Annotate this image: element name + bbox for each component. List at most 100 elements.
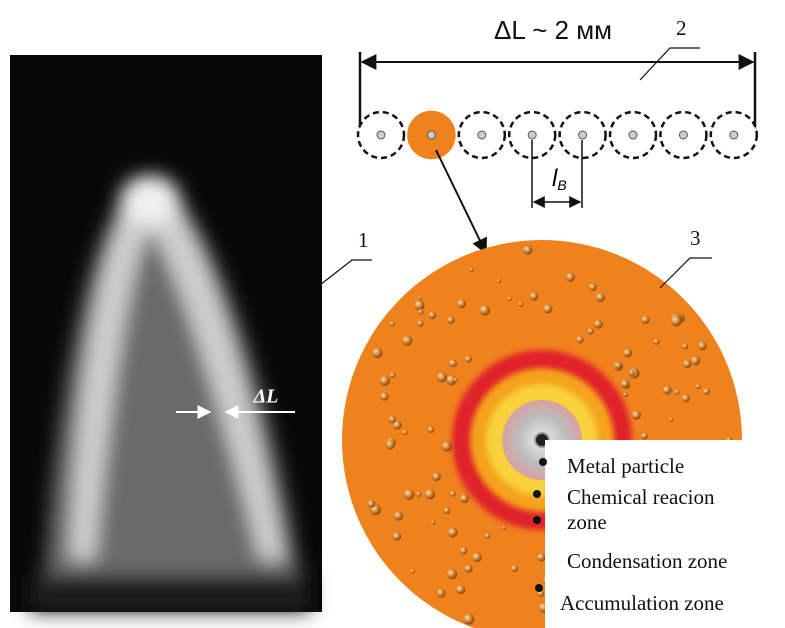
droplet xyxy=(453,377,459,382)
droplet xyxy=(436,372,448,383)
particle xyxy=(628,130,638,140)
droplet xyxy=(417,320,424,327)
droplet xyxy=(629,370,635,376)
droplet xyxy=(557,550,566,559)
droplet xyxy=(552,596,560,604)
droplet xyxy=(484,532,491,539)
callout: 3 xyxy=(690,226,701,250)
droplet xyxy=(392,532,402,541)
droplet xyxy=(385,440,395,450)
particle xyxy=(426,130,436,140)
particle xyxy=(527,130,537,140)
droplet xyxy=(459,494,469,503)
droplet xyxy=(456,299,467,309)
droplet xyxy=(641,315,650,325)
droplet xyxy=(443,507,451,515)
droplet xyxy=(446,374,457,386)
droplet xyxy=(392,420,402,430)
pointer-dot xyxy=(533,516,541,524)
droplet xyxy=(537,553,546,562)
pointer-dot xyxy=(535,584,543,592)
droplet xyxy=(552,619,559,626)
droplet xyxy=(430,520,436,525)
photo-width-label: ΔL xyxy=(253,386,279,408)
droplet xyxy=(695,438,702,445)
zone-label: Chemical reacion xyxy=(567,485,715,509)
droplet xyxy=(464,355,472,363)
droplet xyxy=(450,491,456,497)
droplet xyxy=(367,499,376,508)
droplet xyxy=(403,489,415,500)
droplet xyxy=(469,267,474,272)
droplet xyxy=(414,300,425,311)
droplet xyxy=(690,355,701,366)
droplet xyxy=(389,321,395,327)
droplet xyxy=(372,347,383,359)
droplet xyxy=(479,305,491,316)
droplet xyxy=(659,445,664,451)
droplet xyxy=(388,415,397,424)
droplet xyxy=(670,315,682,327)
droplet xyxy=(393,511,404,521)
particle xyxy=(477,130,487,140)
scale-label: ΔL ~ 2 мм xyxy=(494,15,612,45)
droplet xyxy=(543,304,553,314)
droplet xyxy=(529,291,539,301)
droplet xyxy=(615,362,622,369)
droplet xyxy=(588,283,597,292)
zoom-arrow xyxy=(435,149,487,255)
callout: 2 xyxy=(676,16,687,40)
droplet xyxy=(459,547,468,555)
droplet xyxy=(614,521,624,531)
droplet xyxy=(626,527,636,537)
droplet xyxy=(690,513,701,524)
droplet xyxy=(463,613,475,625)
droplet xyxy=(662,385,672,395)
droplet xyxy=(557,621,566,628)
droplet xyxy=(593,319,603,329)
droplet xyxy=(441,441,453,452)
photo: ΔL xyxy=(10,55,322,612)
particle xyxy=(729,130,739,140)
droplet xyxy=(507,296,512,301)
droplet xyxy=(389,372,396,378)
droplet xyxy=(456,584,466,595)
droplet xyxy=(432,472,441,482)
droplet xyxy=(496,278,502,284)
droplet xyxy=(510,565,518,573)
droplet xyxy=(428,311,437,320)
leader xyxy=(639,47,700,81)
particle-row xyxy=(356,110,759,160)
droplet xyxy=(711,528,717,535)
droplet xyxy=(464,564,473,573)
droplet xyxy=(424,488,436,500)
zone-label: Metal particle xyxy=(567,454,684,478)
droplet xyxy=(427,426,435,434)
droplet xyxy=(653,338,660,345)
droplet xyxy=(379,375,390,386)
droplet xyxy=(682,359,692,369)
droplet xyxy=(702,387,710,395)
droplet xyxy=(640,432,648,440)
droplet xyxy=(623,348,633,358)
droplet xyxy=(674,389,680,395)
droplet xyxy=(448,359,458,368)
leader xyxy=(659,257,712,289)
droplet xyxy=(517,301,524,308)
callout: 1 xyxy=(358,228,369,252)
droplet xyxy=(472,552,482,563)
droplet xyxy=(587,327,594,335)
droplet xyxy=(410,568,415,574)
droplet xyxy=(595,292,606,302)
droplet xyxy=(565,272,575,282)
particle xyxy=(578,130,588,140)
droplet xyxy=(681,394,690,403)
pointer-dot xyxy=(533,490,541,498)
droplet xyxy=(621,516,630,525)
droplet xyxy=(537,590,545,597)
droplet xyxy=(656,543,662,548)
droplet xyxy=(402,335,413,346)
droplet xyxy=(538,602,549,613)
droplet xyxy=(416,491,422,497)
droplet xyxy=(522,245,533,255)
